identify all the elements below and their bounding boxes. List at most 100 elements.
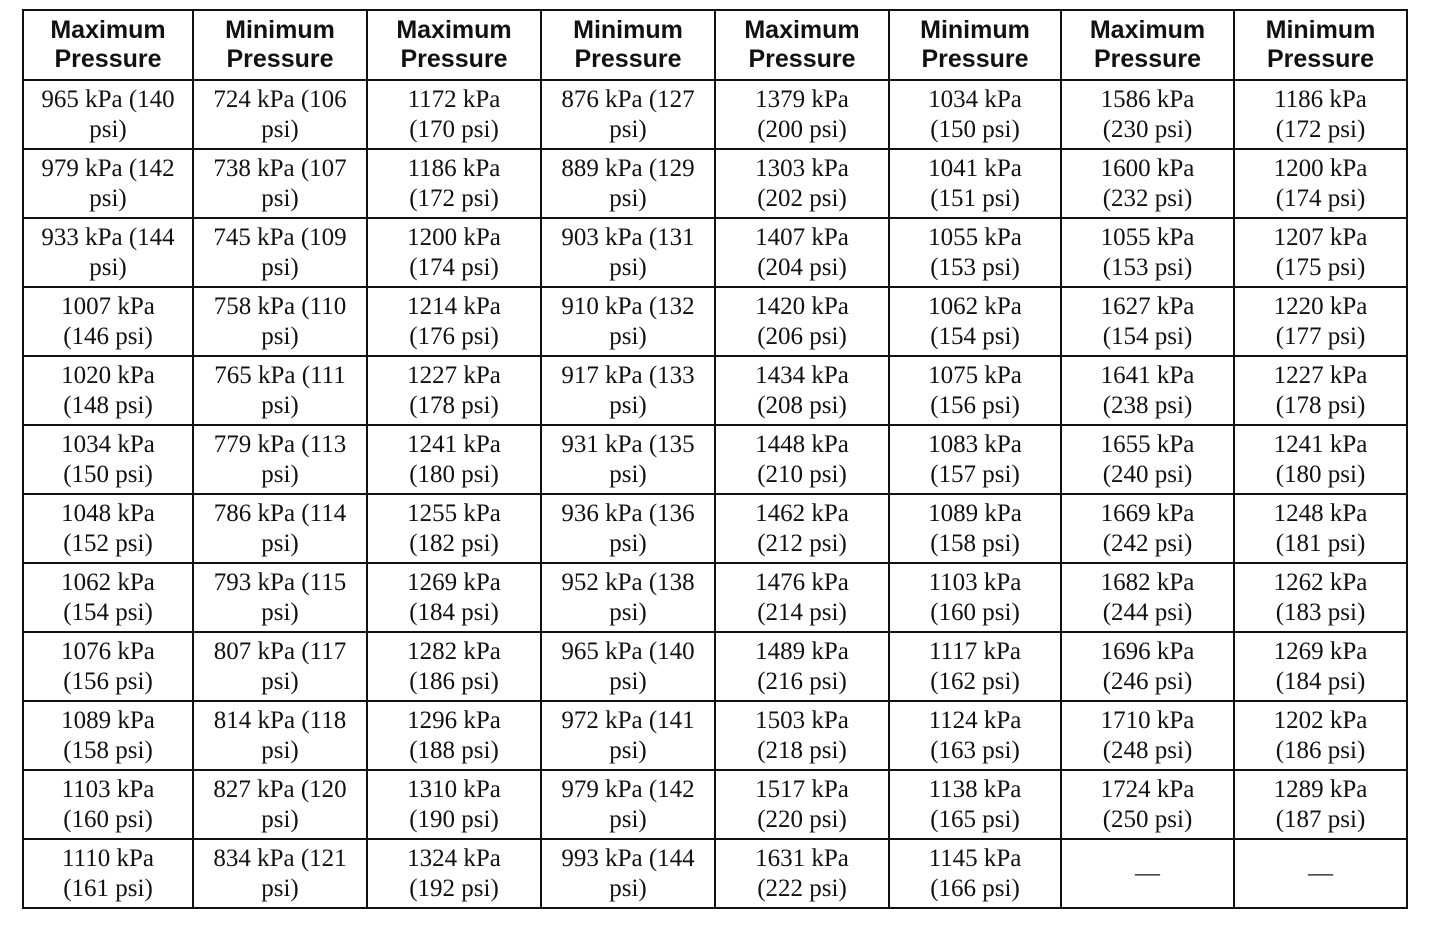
table-cell: 1407 kPa (204 psi): [714, 217, 890, 288]
table-cell: 1710 kPa (248 psi): [1060, 700, 1235, 771]
table-cell: 1186 kPa (172 psi): [366, 148, 542, 219]
table-cell: 931 kPa (135 psi): [540, 424, 716, 495]
table-cell: 1075 kPa (156 psi): [888, 355, 1062, 426]
table-cell: 1262 kPa (183 psi): [1233, 562, 1408, 633]
table-row: 1007 kPa (146 psi) 758 kPa (110 psi) 1214 …: [22, 286, 1408, 357]
table-body: 965 kPa (140 psi) 724 kPa (106 psi) 1172 k…: [22, 79, 1408, 909]
table-row: 965 kPa (140 psi) 724 kPa (106 psi) 1172 k…: [22, 79, 1408, 150]
table-cell: 1034 kPa (150 psi): [22, 424, 194, 495]
table-cell: 758 kPa (110 psi): [192, 286, 368, 357]
header-cell: Minimum Pressure: [1233, 9, 1408, 81]
table-cell: 1310 kPa (190 psi): [366, 769, 542, 840]
table-cell: 1600 kPa (232 psi): [1060, 148, 1235, 219]
table-cell: 1227 kPa (178 psi): [366, 355, 542, 426]
table-cell: 965 kPa (140 psi): [540, 631, 716, 702]
table-cell: 1303 kPa (202 psi): [714, 148, 890, 219]
table-cell: 1289 kPa (187 psi): [1233, 769, 1408, 840]
table-cell: 1434 kPa (208 psi): [714, 355, 890, 426]
table-row: 933 kPa (144 psi) 745 kPa (109 psi) 1200 k…: [22, 217, 1408, 288]
table-cell: 1241 kPa (180 psi): [366, 424, 542, 495]
header-cell: Minimum Pressure: [888, 9, 1062, 81]
table-cell: 779 kPa (113 psi): [192, 424, 368, 495]
table-cell: 1631 kPa (222 psi): [714, 838, 890, 909]
table-cell: 1489 kPa (216 psi): [714, 631, 890, 702]
table-cell: 1117 kPa (162 psi): [888, 631, 1062, 702]
table-cell: 1641 kPa (238 psi): [1060, 355, 1235, 426]
table-cell: 1517 kPa (220 psi): [714, 769, 890, 840]
table-cell: 1214 kPa (176 psi): [366, 286, 542, 357]
table-cell: 1627 kPa (154 psi): [1060, 286, 1235, 357]
table-cell: 1186 kPa (172 psi): [1233, 79, 1408, 150]
header-cell: Minimum Pressure: [540, 9, 716, 81]
header-cell: Maximum Pressure: [366, 9, 542, 81]
table-cell: 1655 kPa (240 psi): [1060, 424, 1235, 495]
table-cell: 1207 kPa (175 psi): [1233, 217, 1408, 288]
table-cell: 876 kPa (127 psi): [540, 79, 716, 150]
table-cell: 889 kPa (129 psi): [540, 148, 716, 219]
table-cell: 1110 kPa (161 psi): [22, 838, 194, 909]
table-cell: 1062 kPa (154 psi): [888, 286, 1062, 357]
table-cell: 1124 kPa (163 psi): [888, 700, 1062, 771]
table-cell: 1476 kPa (214 psi): [714, 562, 890, 633]
table-cell: 979 kPa (142 psi): [22, 148, 194, 219]
table-row: 1089 kPa (158 psi) 814 kPa (118 psi) 1296 …: [22, 700, 1408, 771]
table-cell: 1062 kPa (154 psi): [22, 562, 194, 633]
table-cell: 993 kPa (144 psi): [540, 838, 716, 909]
table-cell: 1103 kPa (160 psi): [22, 769, 194, 840]
table-cell: 1379 kPa (200 psi): [714, 79, 890, 150]
table-cell: 1269 kPa (184 psi): [1233, 631, 1408, 702]
table-cell: 738 kPa (107 psi): [192, 148, 368, 219]
table-cell: 917 kPa (133 psi): [540, 355, 716, 426]
table-cell: 807 kPa (117 psi): [192, 631, 368, 702]
table-cell: 1503 kPa (218 psi): [714, 700, 890, 771]
table-cell: 814 kPa (118 psi): [192, 700, 368, 771]
table-cell: 1020 kPa (148 psi): [22, 355, 194, 426]
header-cell: Maximum Pressure: [714, 9, 890, 81]
table-cell: 1696 kPa (246 psi): [1060, 631, 1235, 702]
table-cell: 793 kPa (115 psi): [192, 562, 368, 633]
table-cell: 903 kPa (131 psi): [540, 217, 716, 288]
table-row: 1062 kPa (154 psi) 793 kPa (115 psi) 1269 …: [22, 562, 1408, 633]
table-cell: 1669 kPa (242 psi): [1060, 493, 1235, 564]
table-row: 1103 kPa (160 psi) 827 kPa (120 psi) 1310 …: [22, 769, 1408, 840]
table-cell: 1145 kPa (166 psi): [888, 838, 1062, 909]
table-cell: 1048 kPa (152 psi): [22, 493, 194, 564]
table-cell: 1055 kPa (153 psi): [1060, 217, 1235, 288]
pressure-table: Maximum Pressure Minimum Pressure Maximum …: [22, 9, 1408, 909]
table-cell: 972 kPa (141 psi): [540, 700, 716, 771]
table-cell: 765 kPa (111 psi): [192, 355, 368, 426]
table-cell: 1296 kPa (188 psi): [366, 700, 542, 771]
table-cell: 1255 kPa (182 psi): [366, 493, 542, 564]
table-cell: 1172 kPa (170 psi): [366, 79, 542, 150]
table-cell: 1248 kPa (181 psi): [1233, 493, 1408, 564]
table-cell: 1083 kPa (157 psi): [888, 424, 1062, 495]
header-cell: Maximum Pressure: [1060, 9, 1235, 81]
table-cell: 1724 kPa (250 psi): [1060, 769, 1235, 840]
table-cell: 1586 kPa (230 psi): [1060, 79, 1235, 150]
table-cell: 1241 kPa (180 psi): [1233, 424, 1408, 495]
table-cell: 1089 kPa (158 psi): [888, 493, 1062, 564]
table-cell: 1200 kPa (174 psi): [1233, 148, 1408, 219]
table-cell: 745 kPa (109 psi): [192, 217, 368, 288]
table-cell: 1041 kPa (151 psi): [888, 148, 1062, 219]
table-cell: 1007 kPa (146 psi): [22, 286, 194, 357]
table-cell: 1103 kPa (160 psi): [888, 562, 1062, 633]
table-cell: 1200 kPa (174 psi): [366, 217, 542, 288]
header-cell: Maximum Pressure: [22, 9, 194, 81]
table-cell: 1324 kPa (192 psi): [366, 838, 542, 909]
table-row: 979 kPa (142 psi) 738 kPa (107 psi) 1186 k…: [22, 148, 1408, 219]
table-cell: —: [1233, 838, 1408, 909]
table-cell: 910 kPa (132 psi): [540, 286, 716, 357]
table-cell: 1269 kPa (184 psi): [366, 562, 542, 633]
table-cell: 1076 kPa (156 psi): [22, 631, 194, 702]
table-cell: 933 kPa (144 psi): [22, 217, 194, 288]
table-row: 1076 kPa (156 psi) 807 kPa (117 psi) 1282 …: [22, 631, 1408, 702]
table-cell: 827 kPa (120 psi): [192, 769, 368, 840]
table-cell: 979 kPa (142 psi): [540, 769, 716, 840]
header-cell: Minimum Pressure: [192, 9, 368, 81]
table-cell: 1462 kPa (212 psi): [714, 493, 890, 564]
table-cell: 786 kPa (114 psi): [192, 493, 368, 564]
table-row: 1048 kPa (152 psi) 786 kPa (114 psi) 1255 …: [22, 493, 1408, 564]
table-cell: 1055 kPa (153 psi): [888, 217, 1062, 288]
